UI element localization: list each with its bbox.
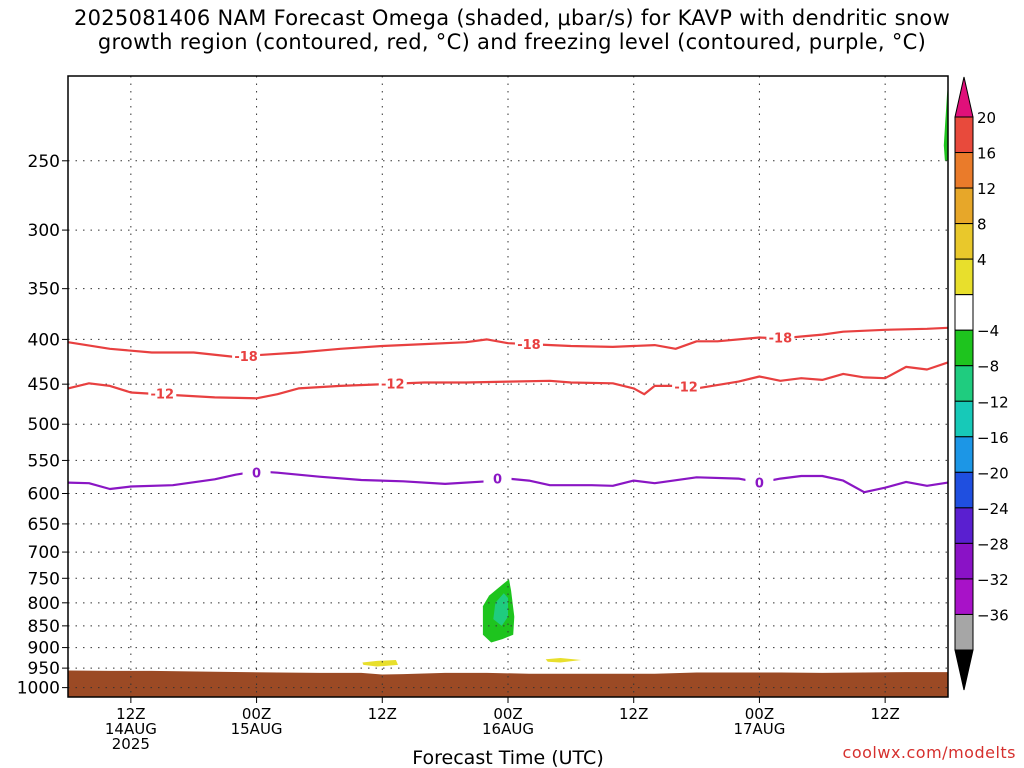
x-tick-label: 12Z xyxy=(368,705,397,723)
colorbar-box xyxy=(954,187,974,225)
contour-line-0 xyxy=(67,470,949,494)
colorbar-box xyxy=(954,471,974,509)
y-tick-label: 600 xyxy=(28,484,60,504)
y-tick-label: 550 xyxy=(28,451,60,471)
contour-label: -18 xyxy=(234,350,258,365)
y-tick-label: 400 xyxy=(28,330,60,350)
x-tick-label: 2025 xyxy=(112,735,150,753)
colorbar-arrow-bottom xyxy=(954,649,974,691)
contour-line--12 xyxy=(67,361,949,400)
contour-label-bg xyxy=(672,378,701,394)
omega-shade-3 xyxy=(545,658,582,663)
contour-label: 0 xyxy=(755,477,764,492)
colorbar-box xyxy=(954,258,974,296)
colorbar-box xyxy=(954,223,974,260)
colorbar-label: 4 xyxy=(977,251,987,269)
omega-shade-1 xyxy=(493,593,508,626)
chart-title: 2025081406 NAM Forecast Omega (shaded, μ… xyxy=(0,6,1024,54)
chart-title-line1: 2025081406 NAM Forecast Omega (shaded, μ… xyxy=(73,6,951,30)
contour-label: -18 xyxy=(517,338,541,353)
colorbar-box xyxy=(954,436,974,473)
colorbar-label: −20 xyxy=(977,464,1009,482)
y-tick-label: 500 xyxy=(28,415,60,435)
credit-link[interactable]: coolwx.com/modelts xyxy=(842,743,1016,762)
colorbar-label: −4 xyxy=(977,322,999,340)
x-tick-label: 12Z xyxy=(870,705,899,723)
omega-shade-2 xyxy=(362,660,398,667)
colorbar-box xyxy=(954,400,974,438)
x-tick-label: 12Z xyxy=(116,705,145,723)
colorbar-box xyxy=(954,613,974,651)
x-tick-label: 16AUG xyxy=(482,720,534,738)
x-tick-label: 00Z xyxy=(493,705,522,723)
colorbar-box xyxy=(954,578,974,615)
y-tick-label: 450 xyxy=(28,375,60,395)
x-tick-label: 12Z xyxy=(619,705,648,723)
colorbar-label: 12 xyxy=(977,180,996,198)
y-tick-label: 900 xyxy=(28,639,60,659)
colorbar-label: 8 xyxy=(977,216,987,234)
colorbar-box xyxy=(954,116,974,154)
contour-label-bg xyxy=(242,464,271,480)
colorbar-label: −16 xyxy=(977,429,1009,447)
y-tick-label: 350 xyxy=(28,280,60,300)
colorbar-label: −8 xyxy=(977,358,999,376)
x-tick-label: 15AUG xyxy=(231,720,283,738)
contour-label: 0 xyxy=(493,473,502,488)
colorbar-box xyxy=(954,507,974,544)
y-tick-label: 650 xyxy=(28,515,60,535)
y-tick-label: 250 xyxy=(28,152,60,172)
colorbar-box xyxy=(954,542,974,580)
chart-title-line2: growth region (contoured, red, °C) and f… xyxy=(97,30,927,54)
contour-label: -12 xyxy=(151,387,175,402)
contour-label: -18 xyxy=(769,332,793,347)
y-tick-label: 800 xyxy=(28,594,60,614)
x-tick-label: 00Z xyxy=(745,705,774,723)
contour-label-bg xyxy=(745,474,774,490)
x-tick-label: 17AUG xyxy=(733,720,785,738)
colorbar-label: −32 xyxy=(977,571,1009,589)
y-tick-label: 700 xyxy=(28,543,60,563)
y-tick-label: 1000 xyxy=(17,679,60,699)
contour-label: 0 xyxy=(252,467,261,482)
x-axis-title: Forecast Time (UTC) xyxy=(412,747,603,768)
colorbar-label: −12 xyxy=(977,393,1009,411)
y-tick-label: 300 xyxy=(28,221,60,241)
colorbar-label: 16 xyxy=(977,145,996,163)
contour-label: -12 xyxy=(674,381,698,396)
y-tick-label: 850 xyxy=(28,617,60,637)
contour-label: -12 xyxy=(381,377,405,392)
colorbar-label: −24 xyxy=(977,500,1009,518)
colorbar-label: −28 xyxy=(977,535,1009,553)
x-tick-label: 00Z xyxy=(242,705,271,723)
contour-label-bg xyxy=(378,375,407,391)
colorbar-box xyxy=(954,294,974,331)
colorbar-label: 20 xyxy=(977,109,996,127)
contour-label-bg xyxy=(514,336,543,352)
y-tick-label: 750 xyxy=(28,569,60,589)
colorbar-arrow-top xyxy=(954,76,974,118)
colorbar-label: −36 xyxy=(977,606,1009,624)
colorbar-box xyxy=(954,365,974,402)
contour-label-bg xyxy=(766,329,795,345)
contour-label-bg xyxy=(483,470,512,486)
contour-label-bg xyxy=(148,385,177,401)
colorbar-box xyxy=(954,152,974,189)
omega-shade-4 xyxy=(943,85,948,161)
x-tick-label: 14AUG xyxy=(105,720,157,738)
colorbar-box xyxy=(954,329,974,367)
y-tick-label: 950 xyxy=(28,659,60,679)
contour-label-bg xyxy=(232,348,261,364)
